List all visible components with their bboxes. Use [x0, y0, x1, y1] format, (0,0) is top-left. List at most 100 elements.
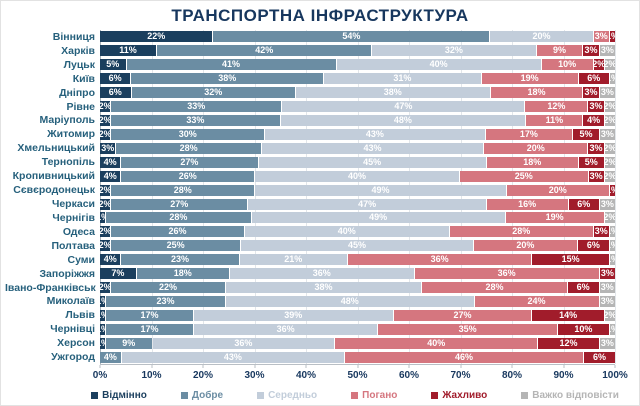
grid-line — [615, 30, 616, 364]
segment-value-label: 7% — [111, 268, 125, 279]
segment-value-label: 19% — [520, 73, 539, 84]
segment-value-label: 36% — [276, 323, 295, 334]
bar-segment: 36% — [152, 337, 335, 349]
bar-segment: 30% — [111, 128, 265, 140]
bar-segment: 3% — [599, 198, 616, 210]
segment-value-label: 45% — [363, 156, 382, 167]
segment-value-label: 38% — [218, 73, 237, 84]
bar-segment: 6% — [567, 282, 599, 294]
segment-value-label: 20% — [516, 240, 535, 251]
stacked-bar: 6% 32% 38% 18% 3% 3% — [100, 87, 615, 99]
segment-value-label: 32% — [204, 87, 223, 98]
bar-segment: 1% — [100, 323, 106, 335]
grid-line — [357, 30, 359, 364]
segment-value-label: 10% — [558, 59, 577, 70]
segment-value-label: 1% — [610, 31, 615, 42]
segment-value-label: 40% — [347, 170, 366, 181]
category-label: Рівне — [66, 100, 95, 113]
grid-line — [254, 30, 256, 364]
segment-value-label: 49% — [369, 212, 388, 223]
segment-value-label: 39% — [284, 309, 303, 320]
category-label: Житомир — [47, 128, 95, 141]
axis-tick — [614, 365, 616, 368]
bar-row: Одеса 2% 26% 40% 28% 3%1% — [5, 225, 615, 239]
bar-segment: 4% — [583, 114, 604, 126]
bar-row: Ужгород 4% 43% 46% 6% — [5, 350, 616, 364]
bar-segment: 38% — [131, 73, 324, 85]
bar-row: Івано-Франківськ 2% 22% 38% 28% 6% 3% — [5, 281, 615, 295]
bar-segment: 42% — [157, 45, 372, 57]
bar-segment: 49% — [251, 212, 505, 224]
bar-segment: 20% — [473, 240, 577, 252]
bar-segment: 6% — [583, 351, 616, 363]
bar-row: Черкаси 2% 27% 47% 16% 6% 3% — [5, 197, 616, 211]
legend-label: Жахливо — [442, 390, 488, 401]
segment-value-label: 38% — [314, 282, 333, 293]
segment-value-label: 2% — [594, 59, 604, 70]
bar-segment: 36% — [193, 323, 378, 335]
bar-segment: 5% — [578, 156, 604, 168]
segment-value-label: 27% — [453, 309, 472, 320]
segment-value-label: 24% — [527, 295, 546, 306]
category-label: Вінниця — [52, 30, 95, 43]
bar-segment: 3% — [593, 31, 609, 43]
category-label: Кропивницький — [12, 170, 95, 183]
bar-row: Миколаїв 1% 23% 48% 24% 3% — [5, 295, 615, 309]
bar-segment: 20% — [490, 31, 593, 43]
category-label: Миколаїв — [46, 295, 95, 308]
bar-segment: 1% — [100, 337, 106, 349]
segment-value-label: 3% — [600, 128, 614, 139]
bar-segment: 1% — [609, 73, 615, 85]
axis-tick-label: 40% — [295, 370, 317, 381]
segment-value-label: 2% — [100, 199, 110, 210]
bar-segment: 4% — [100, 351, 121, 363]
bar-segment: 3% — [588, 101, 604, 113]
bar-segment: 28% — [116, 142, 261, 154]
bar-segment: 22% — [100, 31, 213, 43]
bar-row: Сєвєродонецьк 2% 28% 49% 20% 1% — [5, 183, 615, 197]
bar-segment: 2% — [100, 101, 111, 113]
category-label: Львів — [65, 309, 95, 322]
bar-segment: 3% — [599, 337, 616, 349]
axis-tick-label: 100% — [602, 370, 628, 381]
segment-value-label: 47% — [358, 198, 377, 209]
bar-segment: 18% — [486, 156, 578, 168]
segment-value-label: 4% — [103, 254, 117, 265]
segment-value-label: 25% — [514, 170, 533, 181]
bar-segment: 1% — [100, 309, 106, 321]
segment-value-label: 4% — [103, 156, 117, 167]
grid-line — [460, 30, 462, 364]
segment-value-label: 33% — [187, 101, 206, 112]
bar-segment: 20% — [506, 184, 609, 196]
category-label: Черкаси — [51, 198, 95, 211]
bar-segment: 43% — [265, 128, 485, 140]
segment-value-label: 6% — [586, 240, 600, 251]
bar-segment: 39% — [193, 309, 393, 321]
bar-segment: 5% — [100, 59, 126, 71]
segment-value-label: 1% — [610, 185, 615, 196]
segment-value-label: 20% — [532, 31, 551, 42]
stacked-bar: 4% 27% 45% 18% 5% 2% — [100, 156, 616, 168]
bar-segment: 28% — [106, 212, 251, 224]
segment-value-label: 33% — [186, 114, 205, 125]
segment-value-label: 42% — [255, 45, 274, 56]
bar-row: Рівне2%33%47%12%3%2% — [5, 100, 615, 114]
bar-segment: 6% — [100, 87, 131, 99]
bar-segment: 32% — [131, 87, 295, 99]
segment-value-label: 17% — [140, 323, 159, 334]
segment-value-label: 1% — [100, 310, 105, 321]
segment-value-label: 46% — [455, 351, 474, 362]
legend-label: Добре — [191, 390, 224, 401]
segment-value-label: 35% — [458, 323, 477, 334]
bar-segment: 45% — [258, 156, 486, 168]
bar-segment: 43% — [261, 142, 484, 154]
segment-value-label: 18% — [173, 268, 192, 279]
segment-value-label: 49% — [371, 184, 390, 195]
category-label: Київ — [72, 72, 95, 85]
stacked-bar: 4% 23% 21% 36% 15% 1% — [100, 254, 615, 266]
segment-value-label: 1% — [610, 324, 615, 335]
bar-segment: 3% — [583, 45, 599, 57]
segment-value-label: 3% — [101, 142, 115, 153]
segment-value-label: 40% — [429, 59, 448, 70]
segment-value-label: 2% — [100, 282, 110, 293]
